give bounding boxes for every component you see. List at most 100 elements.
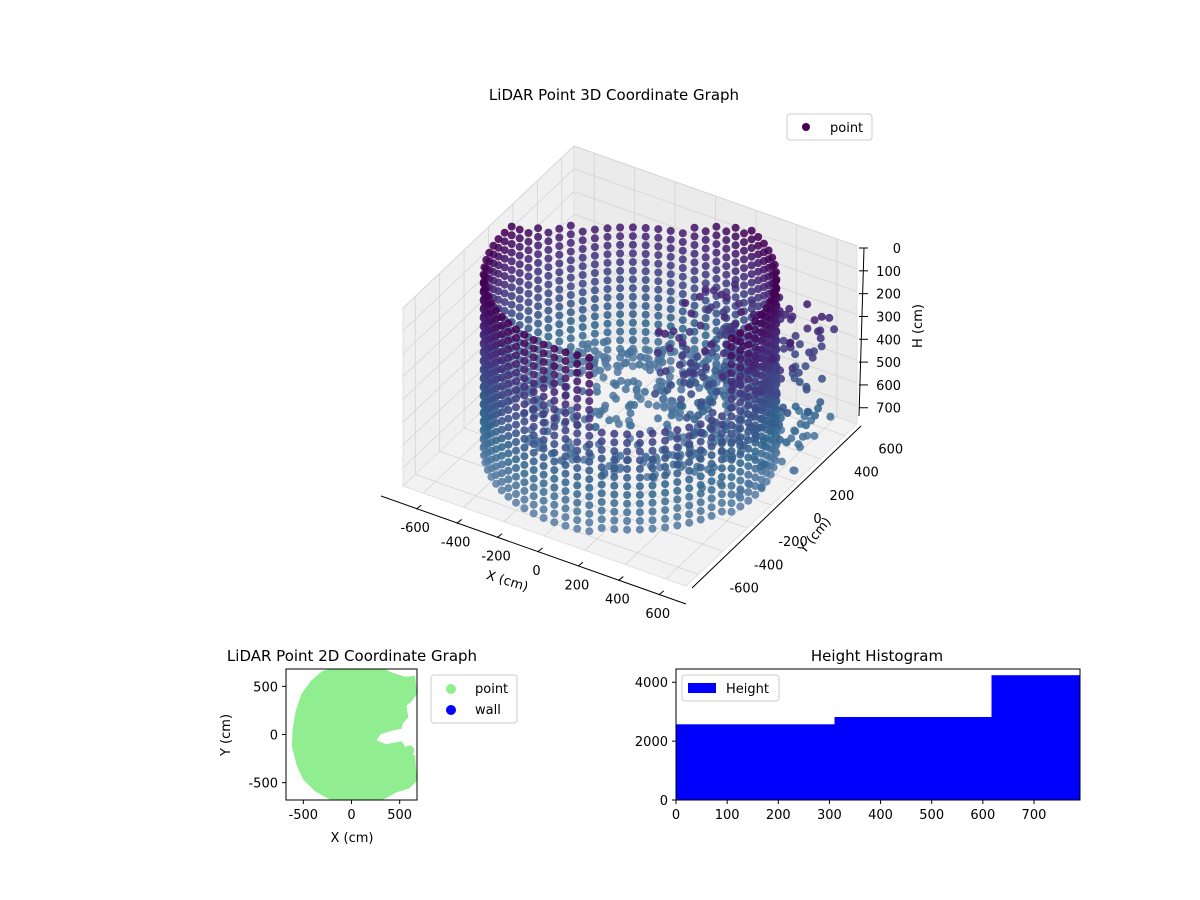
- chart3d-point: [757, 345, 766, 354]
- chart3d-point: [623, 508, 632, 517]
- chart3d-point: [603, 276, 612, 285]
- chart3d-point: [623, 447, 632, 456]
- chart3d-point: [727, 429, 736, 438]
- chart3d-point: [529, 379, 538, 388]
- chart3d-point: [772, 275, 781, 284]
- chart3d-point: [544, 297, 553, 306]
- chart3d-point: [661, 462, 670, 471]
- chart3d-point: [694, 411, 703, 420]
- chart3d-x-axis: [380, 495, 687, 605]
- chart3d-point: [601, 401, 610, 410]
- chart3d-point: [500, 237, 509, 246]
- chart3d-point: [628, 318, 637, 327]
- chart3d-point: [524, 255, 533, 263]
- chart3d-point: [623, 473, 632, 482]
- chart3d-point: [520, 452, 529, 461]
- chart3d-point: [623, 491, 632, 499]
- chart3d-point: [512, 342, 520, 351]
- chart3d-point: [757, 319, 766, 328]
- chart3d-point: [696, 507, 705, 515]
- chart3d-point: [515, 286, 524, 295]
- chart3d-point: [512, 481, 520, 490]
- chart3d-point: [673, 469, 682, 478]
- chart3d-point: [555, 328, 564, 337]
- chart3d-point: [578, 323, 587, 331]
- chart3d-point: [696, 472, 705, 481]
- chart3d-ztick-label: 0: [893, 242, 901, 257]
- chart3d-point: [628, 336, 637, 345]
- chart3d-point: [677, 395, 685, 404]
- chart3d-point: [590, 277, 599, 286]
- chart3d-point: [661, 329, 669, 338]
- chart3d-point: [610, 473, 619, 482]
- chart3d-point: [550, 414, 559, 423]
- chart3d-point: [603, 345, 612, 354]
- chart3d-point: [566, 264, 575, 273]
- chart3d-point: [512, 464, 520, 472]
- chart3d-point: [661, 436, 670, 445]
- chart3d-point: [497, 477, 506, 486]
- chart3d-point: [597, 524, 606, 532]
- chart3d-point: [701, 270, 710, 279]
- chart3d-point: [744, 479, 753, 488]
- chart3d-point: [573, 516, 582, 525]
- chart3d-point: [751, 447, 760, 456]
- chart3d-point: [520, 391, 529, 400]
- chart3d-point: [740, 238, 748, 247]
- chart3d-point: [504, 328, 513, 336]
- chart3d-point: [534, 328, 543, 337]
- chart3d-point: [578, 245, 587, 253]
- chart3d-point: [654, 294, 663, 303]
- chart3d-point: [632, 385, 641, 394]
- chart3d-point: [644, 400, 653, 409]
- chart3d-point: [641, 302, 650, 310]
- chart3d-point: [740, 316, 748, 325]
- chart3d-point: [654, 259, 663, 268]
- chart3d-point: [544, 254, 553, 263]
- chart3d-point: [504, 345, 513, 354]
- chart3d-point: [504, 336, 513, 345]
- chart3d-point: [573, 524, 582, 533]
- chart3d-point: [590, 234, 599, 243]
- chart3d-point: [597, 454, 606, 463]
- chart3d-point: [573, 498, 582, 507]
- chart3d-point: [673, 478, 682, 487]
- chart3d-point: [751, 343, 760, 352]
- chart3d-point: [500, 298, 509, 307]
- chart3d-point: [808, 353, 817, 362]
- chart3d-point: [757, 482, 766, 491]
- chart3d-point: [578, 279, 587, 288]
- chart3d-point: [690, 249, 699, 258]
- chart3d-point: [504, 397, 513, 406]
- chart3d-point: [590, 303, 599, 312]
- chart3d-point: [707, 340, 716, 349]
- chart3d-point: [696, 515, 705, 524]
- chart3d-point: [529, 414, 538, 422]
- chart3d-point: [585, 379, 594, 388]
- hist-title: Height Histogram: [811, 647, 943, 665]
- chart3d-point: [479, 277, 488, 286]
- chart3d-point: [744, 323, 753, 332]
- chart3d-point: [717, 481, 726, 490]
- chart3d-xtick: [496, 533, 503, 539]
- chart3d-point: [512, 490, 520, 498]
- chart3d-point: [706, 303, 715, 312]
- chart3d-point: [603, 328, 612, 337]
- chart3d-point: [561, 365, 570, 374]
- chart3d-point: [751, 421, 760, 430]
- chart3d-point: [786, 338, 795, 347]
- chart3d-point: [653, 348, 662, 357]
- chart2d-legend-point-label: point: [475, 682, 508, 697]
- chart3d-point: [707, 459, 716, 468]
- chart3d-point: [685, 492, 694, 501]
- chart3d-point: [497, 330, 506, 339]
- chart3d-point: [635, 360, 644, 369]
- chart3d-point: [685, 510, 694, 519]
- chart3d-point: [736, 337, 745, 346]
- chart3d-point: [512, 446, 520, 455]
- chart3d-point: [654, 225, 663, 234]
- chart3d-point: [628, 266, 637, 275]
- chart3d-point: [590, 260, 599, 269]
- chart3d-ztick-label: 400: [876, 333, 901, 348]
- chart3d-ztick-label: 100: [876, 265, 901, 280]
